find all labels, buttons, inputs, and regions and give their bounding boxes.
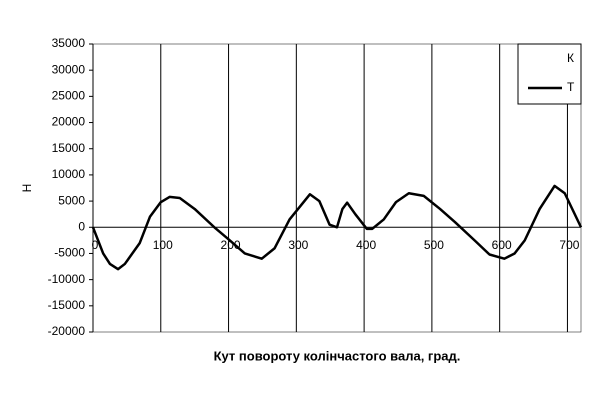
y-tick-label: 10000 [52, 167, 86, 181]
y-tick-label: -20000 [48, 324, 86, 338]
y-tick-label: 30000 [52, 62, 86, 76]
x-tick-label: 700 [559, 238, 579, 252]
x-tick-label: 100 [153, 238, 173, 252]
y-tick-label: -5000 [54, 246, 85, 260]
y-tick-label: 25000 [52, 89, 86, 103]
series-line [91, 184, 583, 271]
y-axis-label: Н [20, 184, 34, 193]
y-tick-label: 5000 [58, 193, 85, 207]
plot-frame [92, 43, 582, 333]
x-tick-label: 500 [424, 238, 444, 252]
x-tick-label: 0 [92, 238, 99, 252]
y-tick-label: 35000 [52, 36, 86, 50]
x-tick-label: 600 [492, 238, 512, 252]
legend-box [517, 43, 582, 105]
y-tick-label: -15000 [48, 298, 86, 312]
y-tick-label: -10000 [48, 272, 86, 286]
y-tick-label: 20000 [52, 115, 86, 129]
legend-label: К [567, 51, 574, 65]
x-tick-label: 300 [288, 238, 308, 252]
y-tick-label: 15000 [52, 141, 86, 155]
x-axis-label: Кут повороту колінчастого вала, град. [214, 348, 461, 363]
y-tick-label: 0 [78, 219, 85, 233]
legend-label: Т [567, 80, 575, 94]
x-tick-label: 400 [356, 238, 376, 252]
x-tick-label: 200 [221, 238, 241, 252]
